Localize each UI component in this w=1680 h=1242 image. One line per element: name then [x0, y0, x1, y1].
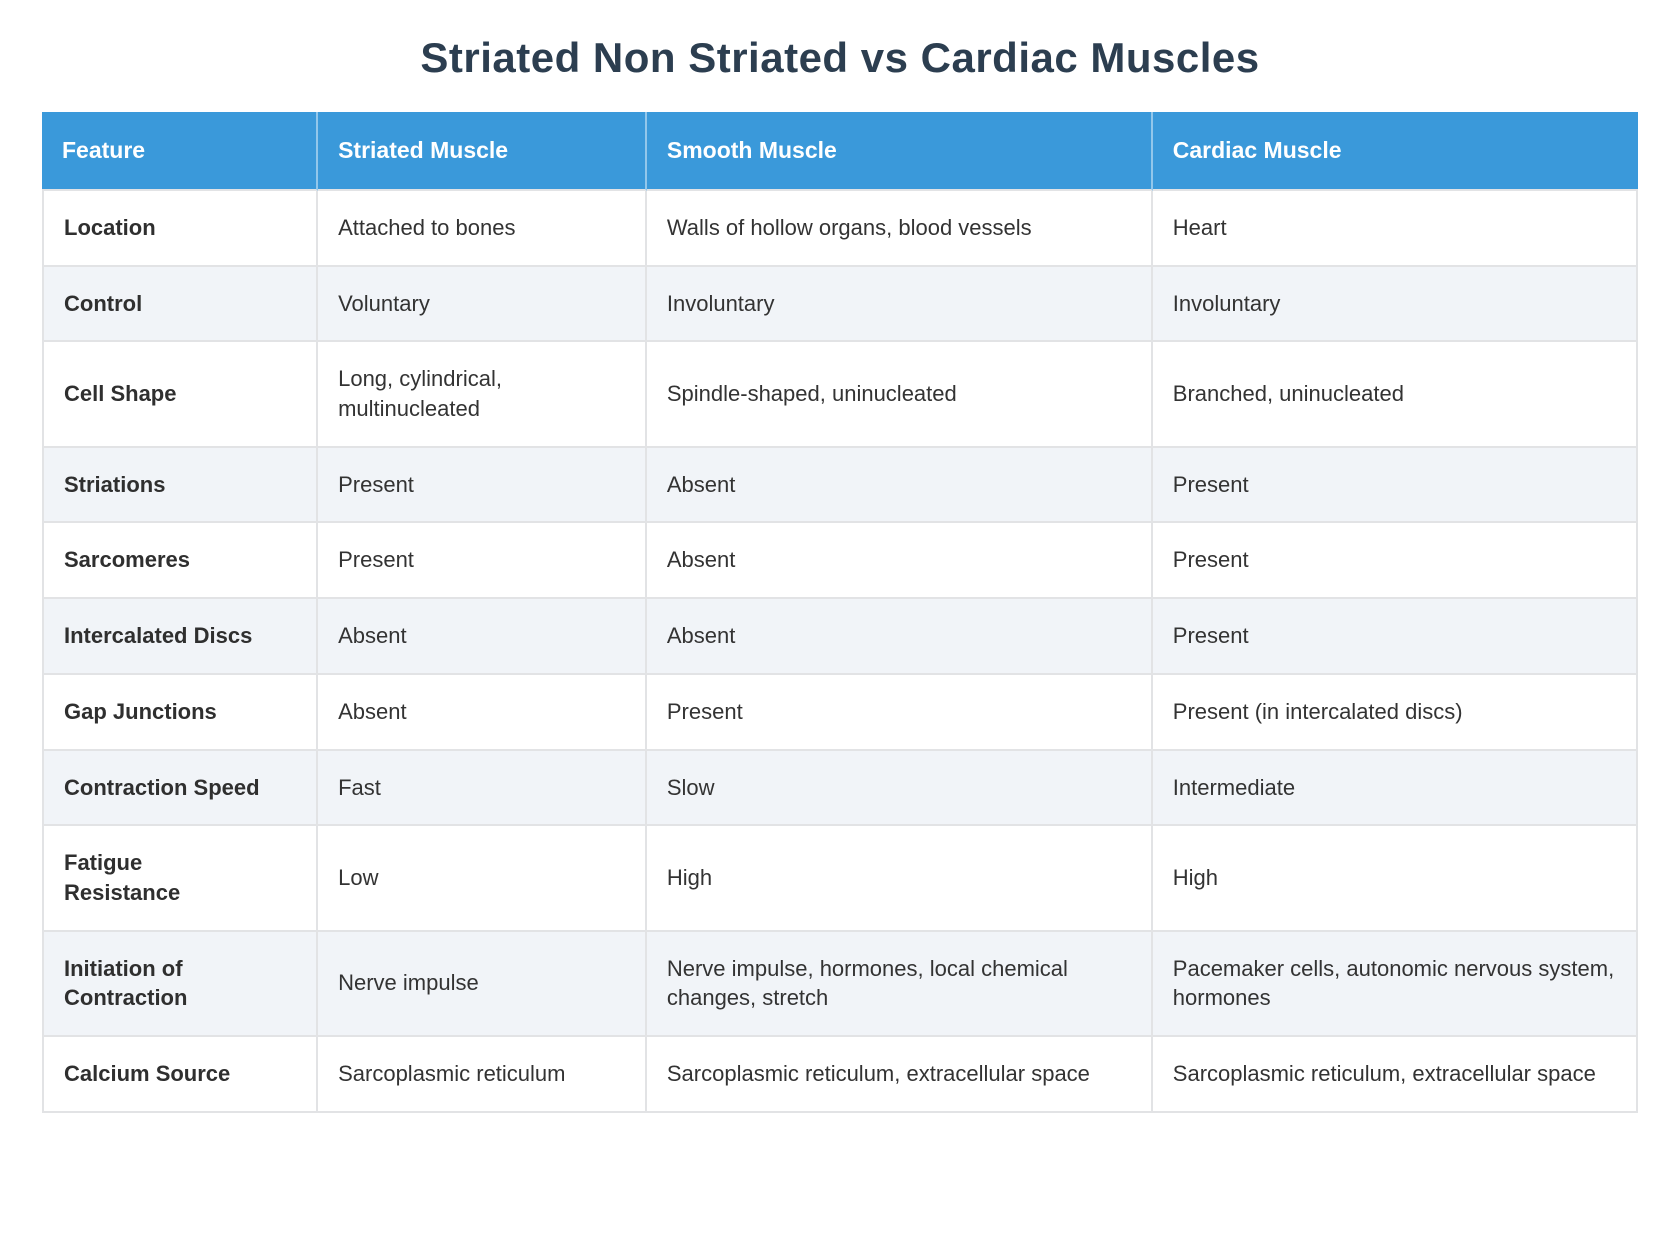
feature-cell: Fatigue Resistance — [42, 826, 319, 932]
row-calcium-source: Calcium Source Sarcoplasmic reticulum Sa… — [42, 1036, 1638, 1113]
feature-cell: Calcium Source — [42, 1036, 319, 1113]
cardiac-cell: Present — [1152, 447, 1638, 524]
smooth-cell: Present — [646, 674, 1153, 751]
cardiac-cell: Sarcoplasmic reticulum, extracellular sp… — [1152, 1036, 1638, 1113]
column-header-cardiac: Cardiac Muscle — [1152, 112, 1638, 191]
cardiac-cell: Heart — [1152, 191, 1638, 267]
striated-cell: Nerve impulse — [318, 931, 647, 1037]
smooth-cell: Absent — [646, 523, 1153, 600]
row-location: Location Attached to bones Walls of holl… — [42, 191, 1638, 267]
striated-cell: Long, cylindrical, multinucleated — [318, 342, 647, 448]
striated-cell: Sarcoplasmic reticulum — [318, 1036, 647, 1113]
smooth-cell: Slow — [646, 750, 1153, 827]
cardiac-cell: Pacemaker cells, autonomic nervous syste… — [1152, 931, 1638, 1037]
cardiac-cell: High — [1152, 826, 1638, 932]
feature-cell: Control — [42, 266, 319, 343]
feature-cell: Intercalated Discs — [42, 599, 319, 675]
feature-cell: Sarcomeres — [42, 523, 319, 600]
striated-cell: Absent — [318, 599, 647, 675]
cardiac-cell: Present — [1152, 523, 1638, 600]
row-fatigue-resistance: Fatigue Resistance Low High High — [42, 826, 1638, 932]
row-sarcomeres: Sarcomeres Present Absent Present — [42, 523, 1638, 600]
feature-cell: Cell Shape — [42, 342, 319, 448]
cardiac-cell: Present — [1152, 599, 1638, 675]
smooth-cell: Involuntary — [646, 266, 1153, 343]
striated-cell: Voluntary — [318, 266, 647, 343]
page-title: Striated Non Striated vs Cardiac Muscles — [420, 34, 1260, 81]
row-intercalated-discs: Intercalated Discs Absent Absent Present — [42, 599, 1638, 675]
smooth-cell: Absent — [646, 447, 1153, 524]
smooth-cell: Walls of hollow organs, blood vessels — [646, 191, 1153, 267]
feature-cell: Location — [42, 191, 319, 267]
row-striations: Striations Present Absent Present — [42, 447, 1638, 524]
striated-cell: Fast — [318, 750, 647, 827]
column-header-smooth: Smooth Muscle — [646, 112, 1153, 191]
column-header-feature: Feature — [42, 112, 319, 191]
smooth-cell: Nerve impulse, hormones, local chemical … — [646, 931, 1153, 1037]
feature-cell: Contraction Speed — [42, 750, 319, 827]
row-contraction-speed: Contraction Speed Fast Slow Intermediate — [42, 750, 1638, 827]
muscle-comparison-table: Feature Striated Muscle Smooth Muscle Ca… — [42, 112, 1638, 1113]
striated-cell: Attached to bones — [318, 191, 647, 267]
row-cell-shape: Cell Shape Long, cylindrical, multinucle… — [42, 342, 1638, 448]
row-control: Control Voluntary Involuntary Involuntar… — [42, 266, 1638, 343]
cardiac-cell: Involuntary — [1152, 266, 1638, 343]
cardiac-cell: Intermediate — [1152, 750, 1638, 827]
smooth-cell: Spindle-shaped, uninucleated — [646, 342, 1153, 448]
row-gap-junctions: Gap Junctions Absent Present Present (in… — [42, 674, 1638, 751]
striated-cell: Present — [318, 523, 647, 600]
smooth-cell: High — [646, 826, 1153, 932]
cardiac-cell: Branched, uninucleated — [1152, 342, 1638, 448]
feature-cell: Initiation of Contraction — [42, 931, 319, 1037]
striated-cell: Low — [318, 826, 647, 932]
smooth-cell: Absent — [646, 599, 1153, 675]
cardiac-cell: Present (in intercalated discs) — [1152, 674, 1638, 751]
header-row: Feature Striated Muscle Smooth Muscle Ca… — [42, 112, 1638, 191]
smooth-cell: Sarcoplasmic reticulum, extracellular sp… — [646, 1036, 1153, 1113]
striated-cell: Present — [318, 447, 647, 524]
row-initiation-of-contraction: Initiation of Contraction Nerve impulse … — [42, 931, 1638, 1037]
feature-cell: Striations — [42, 447, 319, 524]
striated-cell: Absent — [318, 674, 647, 751]
column-header-striated: Striated Muscle — [318, 112, 647, 191]
feature-cell: Gap Junctions — [42, 674, 319, 751]
